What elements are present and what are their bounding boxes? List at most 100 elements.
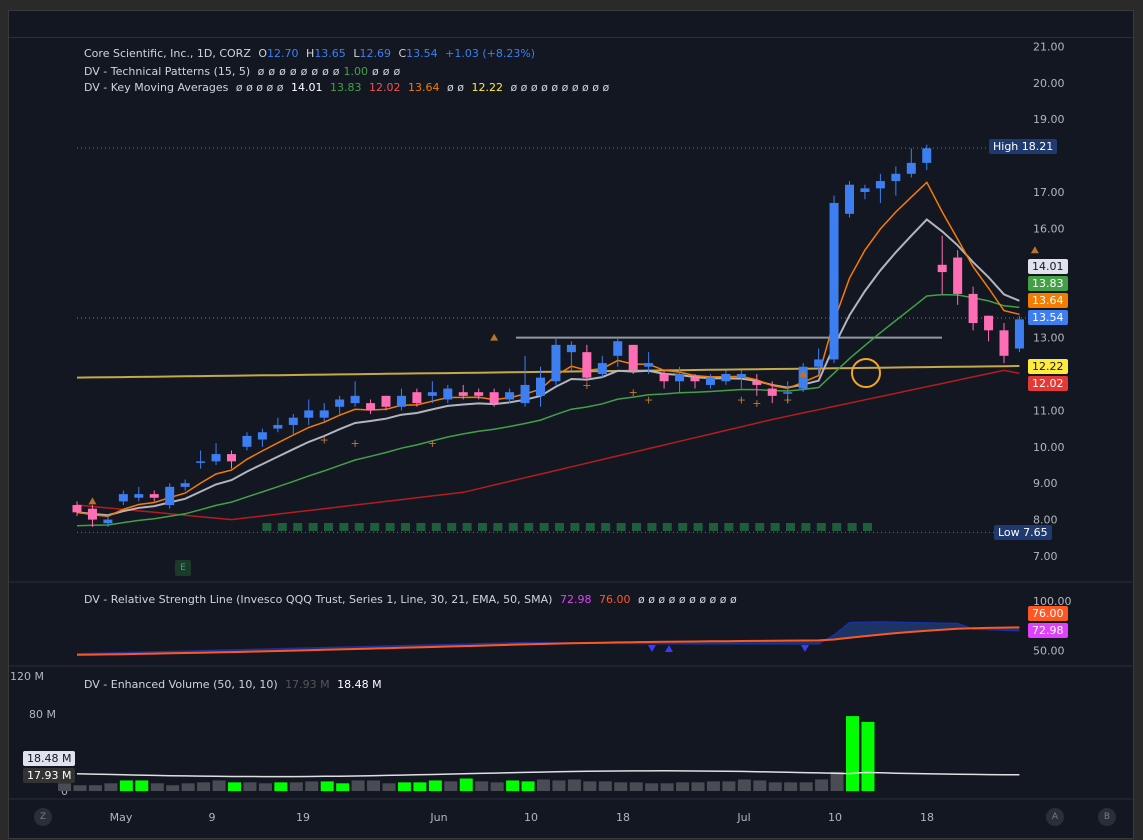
price-tick-4: 16.00 [1033,222,1065,235]
price-tick-1: 20.00 [1033,77,1065,90]
candle-body-47 [798,366,808,389]
volume-bar-44 [737,779,751,791]
rs-tick-1: 50.00 [1033,645,1065,658]
close-value: 13.54 [406,47,438,60]
volume-bar-10 [212,780,226,791]
time-tick-0: May [110,811,133,824]
pattern-value-7: ø [332,65,340,78]
volume-bar-28 [490,782,504,791]
volume-bar-31 [537,779,550,791]
candle-body-24 [443,388,453,400]
pattern-dot-30 [724,523,734,531]
time-tick-5: 18 [616,811,630,824]
candle-body-20 [381,395,391,407]
pattern-value-5: ø [311,65,319,78]
candle-body-28 [505,392,515,400]
price-tick-0: 21.00 [1033,40,1065,53]
candle-body-9 [211,454,221,462]
plus-marker-6: + [737,393,746,406]
pattern-dot-25 [647,523,657,531]
ma-legend[interactable]: DV - Key Moving Averages ø ø ø ø ø 14.01… [84,81,613,94]
candle-body-1 [87,508,97,520]
pattern-dot-29 [709,523,718,531]
volume-bar-0 [58,783,72,791]
pattern-value-10: ø [382,65,390,78]
symbol-legend[interactable]: Core Scientific, Inc., 1D, CORZ O12.70 H… [84,47,539,60]
candle-body-50 [845,184,854,214]
volume-bar-41 [691,782,705,791]
ma-label: DV - Key Moving Averages [84,81,229,94]
pattern-value-1: ø [268,65,276,78]
chart-canvas[interactable]: 21.00 20.00 19.00 17.00 16.00 13.00 11.00 10.00… [9,11,1135,840]
rs-label: DV - Relative Strength Line (Invesco QQQ… [84,593,553,606]
candle-body-36 [628,344,638,371]
patterns-label: DV - Technical Patterns (15, 5) [84,65,251,78]
time-tick-7: 10 [828,811,842,824]
open-value: 12.70 [267,47,299,60]
vol-legend[interactable]: DV - Enhanced Volume (50, 10, 10) 17.93 … [84,678,386,691]
plus-marker-5: + [644,393,653,406]
candle-body-29 [520,384,530,404]
pattern-value-2: ø [279,65,286,78]
candle-body-51 [860,188,870,192]
volume-bar-14 [274,782,288,791]
volume-bar-23 [413,782,427,791]
pattern-dot-7 [370,523,380,531]
pattern-dot-6 [354,523,364,531]
candle-body-44 [752,381,762,385]
rs-legend[interactable]: DV - Relative Strength Line (Invesco QQQ… [84,593,741,606]
candle-body-33 [582,352,592,378]
volume-bar-27 [475,781,489,791]
patterns-values: ø ø ø ø ø ø ø ø 1.00 ø ø ø [258,65,405,78]
volume-bar-2 [88,785,102,791]
volume-bar-9 [197,782,211,791]
pattern-dot-10 [416,523,426,531]
candle-body-31 [551,344,561,382]
candle-body-49 [829,202,839,360]
b-button[interactable]: B [1098,808,1116,826]
volume-bar-32 [552,780,566,791]
volume-bar-42 [706,781,720,791]
earnings-marker[interactable]: E [175,560,191,576]
low-value: 12.69 [359,47,391,60]
volume-bar-49 [815,779,829,791]
pattern-dot-1 [277,523,287,531]
pattern-value-9: ø [372,65,379,78]
pattern-value-6: ø [322,65,329,78]
pattern-dot-33 [770,523,780,531]
volume-bar-20 [367,780,381,791]
candle-body-4 [134,494,144,498]
time-tick-3: Jun [429,811,447,824]
chart-window: 21.00 20.00 19.00 17.00 16.00 13.00 11.00 10.00… [8,10,1135,840]
highlight-circle [851,358,881,388]
zoom-button[interactable]: Z [34,808,52,826]
plus-marker-7: + [752,397,761,410]
price-tag-close: 13.54 [1028,310,1068,325]
candle-body-40 [690,377,700,382]
low-label: L [353,47,360,60]
pattern-dot-19 [555,523,564,531]
pattern-dot-27 [678,523,688,531]
candle-body-43 [736,374,746,378]
ma-v1: 14.01 [290,81,323,94]
pattern-dot-17 [524,523,534,531]
pattern-value-11: ø [393,65,401,78]
ma-v3: 12.02 [368,81,401,94]
ma-line-1 [76,218,1020,517]
auto-scale-button[interactable]: A [1046,808,1064,826]
candle-body-52 [875,181,885,189]
price-tag-ma5: 12.22 [1028,359,1068,374]
volume-avg-line [76,770,1020,778]
pattern-dot-5 [339,523,349,531]
ma-v2: 13.83 [329,81,362,94]
volume-bar-29 [506,780,520,791]
plus-marker-1: + [350,437,359,450]
pattern-dot-4 [324,523,333,531]
pattern-dot-12 [447,523,457,531]
pattern-dot-14 [478,523,487,531]
pattern-dot-26 [662,523,672,531]
candle-body-26 [474,392,484,396]
candle-body-30 [536,377,545,396]
time-tick-1: 9 [209,811,216,824]
